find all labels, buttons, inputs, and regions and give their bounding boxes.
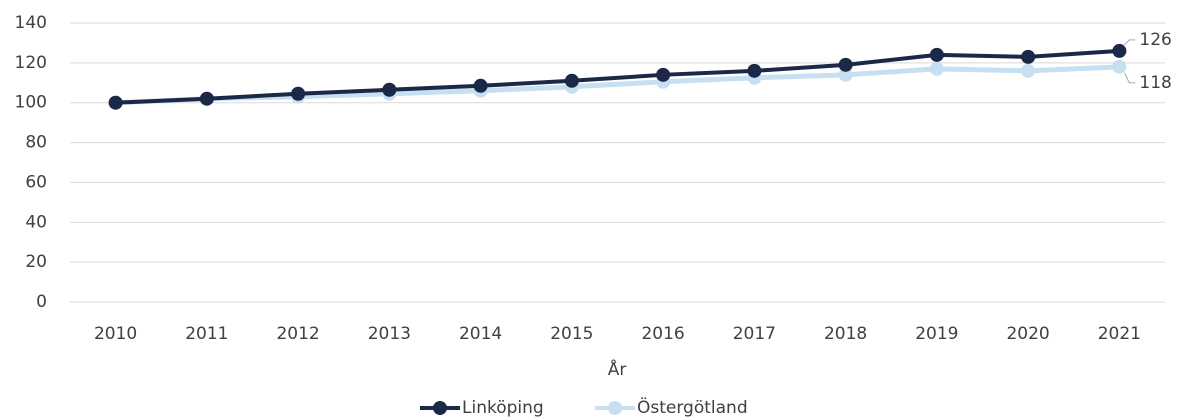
point (108, 95, 123, 110)
y-tick-label: 20 (25, 252, 47, 272)
legend-label: Östergötland (637, 396, 748, 418)
x-tick-label: 2018 (824, 324, 867, 344)
series-line (115, 64, 1120, 106)
y-tick-label: 0 (36, 292, 47, 312)
x-tick-label: 2011 (185, 324, 228, 344)
point (929, 47, 944, 62)
leader-line (1123, 72, 1136, 84)
x-tick-label: 2019 (915, 324, 958, 344)
point (838, 57, 853, 72)
y-tick-label: 100 (15, 93, 47, 113)
point (291, 86, 306, 101)
point (199, 91, 214, 106)
x-tick-label: 2015 (550, 324, 593, 344)
x-tick-label: 2013 (368, 324, 411, 344)
y-tick-label: 140 (15, 13, 47, 33)
x-tick-label: 2017 (733, 324, 776, 344)
point (838, 67, 853, 82)
x-tick-label: 2014 (459, 324, 502, 344)
x-axis-title: År (608, 358, 627, 380)
point (747, 63, 762, 78)
point (382, 82, 397, 97)
series-line (115, 48, 1120, 105)
point (1112, 59, 1127, 74)
x-tick-label: 2021 (1098, 324, 1141, 344)
x-tick-label: 2010 (94, 324, 137, 344)
point (929, 61, 944, 76)
leader-line (1124, 39, 1136, 46)
legend-marker (433, 401, 447, 415)
point (656, 67, 671, 82)
y-tick-label: 120 (15, 53, 47, 73)
data-label: 126 (1139, 30, 1171, 50)
legend-marker (608, 401, 622, 415)
x-tick-label: 2012 (276, 324, 319, 344)
y-tick-label: 60 (25, 172, 47, 192)
legend-label: Linköping (462, 398, 544, 418)
point (1021, 49, 1036, 64)
point (473, 78, 488, 93)
x-tick-label: 2016 (641, 324, 684, 344)
y-tick-label: 40 (25, 212, 47, 232)
x-tick-label: 2020 (1006, 324, 1049, 344)
data-label: 118 (1139, 73, 1171, 93)
y-tick-label: 80 (25, 133, 47, 153)
point (1112, 43, 1127, 58)
point (564, 73, 579, 88)
point (1021, 63, 1036, 78)
